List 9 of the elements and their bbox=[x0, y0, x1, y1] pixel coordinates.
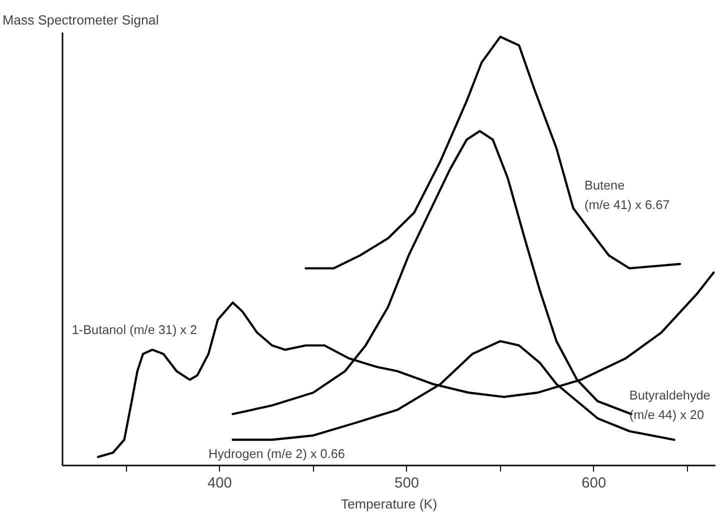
series-label: 1-Butanol (m/e 31) x 2 bbox=[72, 322, 198, 337]
series-label: Butene (m/e 41) x 6.67 bbox=[584, 178, 670, 212]
x-axis-title: Temperature (K) bbox=[340, 496, 438, 512]
series-label: Butyraldehyde (m/e 44) x 20 bbox=[629, 388, 710, 422]
series-label: Hydrogen (m/e 2) x 0.66 bbox=[208, 447, 345, 462]
x-tick-label: 400 bbox=[207, 476, 232, 492]
y-axis-title: Mass Spectrometer Signal bbox=[2, 12, 159, 28]
x-tick-label: 600 bbox=[582, 476, 606, 492]
x-tick-label: 500 bbox=[394, 476, 420, 492]
